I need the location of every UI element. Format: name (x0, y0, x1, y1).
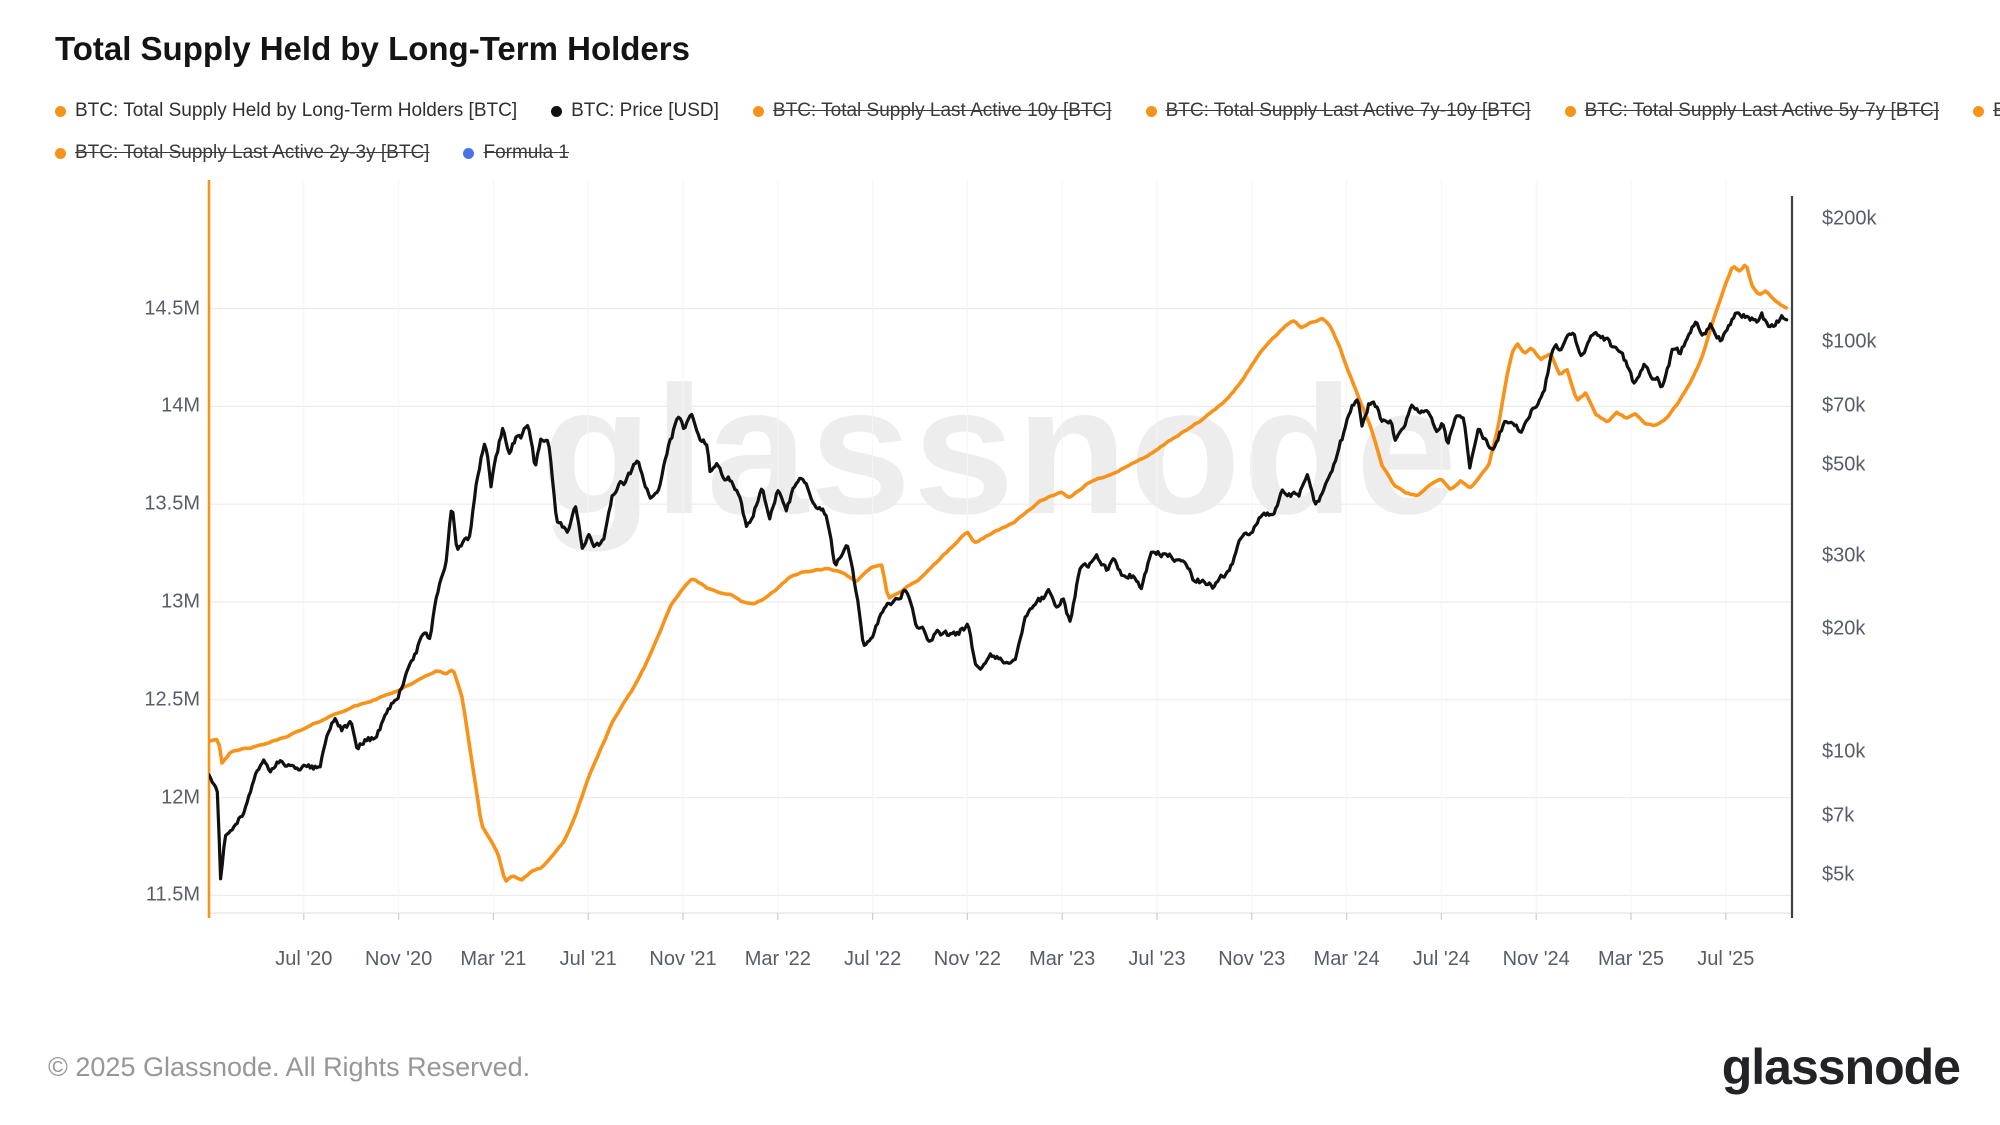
x-axis-tick-label: Jul '25 (1697, 948, 1755, 970)
glassnode-logo: glassnode (1721, 1039, 1961, 1095)
legend-item[interactable]: BTC: Total Supply Last Active 3y-5y [BTC… (1973, 100, 2000, 122)
x-axis-tick-label: Jul '20 (275, 948, 333, 970)
legend-dot-icon (752, 105, 764, 117)
chart-header: Total Supply Held by Long-Term Holders B… (55, 30, 2000, 184)
x-axis-tick-label: Nov '24 (1502, 948, 1570, 970)
x-axis-tick-label: Nov '22 (933, 948, 1001, 970)
right-axis-tick-label: $10k (1822, 740, 1866, 763)
footer: © 2025 Glassnode. All Rights Reserved. g… (48, 1038, 1961, 1108)
legend-item[interactable]: Formula 1 (463, 142, 569, 164)
legend-item-label: BTC: Total Supply Last Active 7y-10y [BT… (1165, 100, 1531, 121)
left-axis-tick-label: 12M (161, 786, 200, 809)
copyright-text: © 2025 Glassnode. All Rights Reserved. (48, 1052, 531, 1082)
legend-item-label: BTC: Price [USD] (571, 100, 719, 121)
legend-item[interactable]: BTC: Total Supply Last Active 7y-10y [BT… (1145, 100, 1531, 122)
legend-dot-icon (55, 147, 66, 159)
chart-area[interactable]: 11.5M 12M 12.5M 13M 13.5M 14M 14.5M $5k $7k $10k $… (0, 180, 2000, 1000)
legend-item-label: BTC: Total Supply Last Active 2y-3y [BTC… (75, 142, 430, 163)
left-axis-tick-label: 11.5M (145, 883, 200, 906)
legend-item-label: BTC: Total Supply Last Active 5y-7y [BTC… (1584, 100, 1940, 121)
right-axis-tick-label: $30k (1822, 544, 1866, 567)
legend-dot-icon (1564, 105, 1576, 117)
x-axis-tick-label: Nov '21 (649, 948, 717, 970)
legend-dot-icon (1973, 105, 1985, 117)
x-axis-tick-label: Mar '23 (1029, 948, 1096, 970)
series-lth-supply-line (209, 263, 1788, 883)
left-axis-tick-label: 13M (161, 590, 200, 613)
x-axis-tick-label: Jul '23 (1128, 948, 1186, 970)
legend-item[interactable]: BTC: Total Supply Last Active 5y-7y [BTC… (1564, 100, 1940, 122)
x-axis-tick-label: Jul '24 (1412, 948, 1470, 970)
x-axis-tick-label: Nov '20 (365, 948, 433, 970)
x-axis-tick-label: Mar '25 (1597, 948, 1665, 970)
legend-item-label: BTC: Total Supply Last Active 10y [BTC] (772, 100, 1112, 121)
right-axis-tick-label: $200k (1822, 207, 1877, 230)
legend-item-label: BTC: Total Supply Last Active 3y-5y [BTC… (1993, 100, 2000, 121)
legend-row: BTC: Total Supply Held by Long-Term Hold… (55, 100, 2000, 122)
legend-dot-icon (551, 105, 563, 117)
left-axis-tick-label: 13.5M (144, 492, 200, 515)
x-axis-tick-label: Mar '22 (744, 948, 811, 970)
x-axis-tick-label: Jul '22 (844, 948, 902, 970)
right-axis-tick-label: $7k (1822, 804, 1855, 826)
legend-item[interactable]: BTC: Total Supply Last Active 2y-3y [BTC… (55, 142, 429, 164)
right-axis-tick-label: $20k (1822, 617, 1866, 640)
right-axis-tick-label: $100k (1822, 330, 1877, 353)
right-axis-tick-label: $70k (1822, 394, 1866, 416)
x-axis-tick-label: Mar '24 (1313, 948, 1380, 970)
legend-dot-icon (55, 105, 66, 117)
legend: BTC: Total Supply Held by Long-Term Hold… (55, 100, 2000, 164)
x-axis-tick-label: Jul '21 (559, 948, 617, 970)
right-axis-tick-label: $50k (1822, 453, 1866, 476)
legend-row: BTC: Total Supply Last Active 2y-3y [BTC… (55, 142, 1960, 164)
legend-item[interactable]: BTC: Total Supply Held by Long-Term Hold… (55, 100, 517, 122)
page-title: Total Supply Held by Long-Term Holders (55, 30, 690, 67)
x-axis-tick-label: Nov '23 (1218, 948, 1286, 970)
legend-dot-icon (1145, 105, 1157, 117)
right-axis-tick-label: $5k (1822, 863, 1855, 886)
legend-dot-icon (463, 147, 475, 159)
legend-item-label: Formula 1 (483, 142, 569, 163)
legend-item[interactable]: BTC: Total Supply Last Active 10y [BTC] (752, 100, 1112, 122)
left-axis-tick-label: 14.5M (144, 297, 200, 320)
left-axis-tick-label: 14M (161, 394, 200, 417)
series-price-line (209, 311, 1789, 881)
x-axis-tick-label: Mar '21 (460, 948, 527, 970)
legend-item[interactable]: BTC: Price [USD] (551, 100, 719, 122)
legend-item-label: BTC: Total Supply Held by Long-Term Hold… (75, 100, 518, 121)
left-axis-tick-label: 12.5M (144, 688, 200, 711)
